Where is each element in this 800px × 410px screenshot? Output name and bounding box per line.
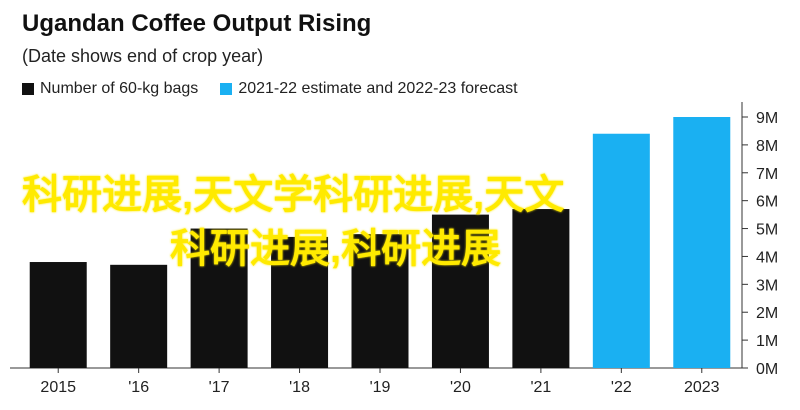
bar-1 [110, 264, 168, 368]
legend-item-forecast: 2021-22 estimate and 2022-23 forecast [220, 80, 518, 98]
x-tick-label: '18 [289, 379, 310, 396]
bar-2 [190, 228, 248, 368]
y-tick-label: 5M [756, 222, 778, 239]
y-tick-label: 1M [756, 333, 778, 350]
x-tick-label: 2015 [40, 379, 76, 396]
y-tick-label: 7M [756, 166, 778, 183]
bar-3 [271, 236, 329, 368]
legend-label-actual: Number of 60-kg bags [40, 80, 199, 97]
legend: Number of 60-kg bags 2021-22 estimate an… [22, 80, 540, 98]
y-tick-label: 0M [756, 361, 778, 378]
bar-7 [592, 133, 650, 368]
chart-subtitle: (Date shows end of crop year) [22, 46, 264, 66]
y-tick-label: 3M [756, 277, 778, 294]
x-tick-label: '20 [450, 379, 471, 396]
bar-5 [431, 214, 489, 368]
y-tick-label: 4M [756, 249, 778, 266]
chart-title: Ugandan Coffee Output Rising [22, 10, 372, 37]
x-tick-label: '19 [370, 379, 391, 396]
y-tick-label: 2M [756, 305, 778, 322]
legend-label-forecast: 2021-22 estimate and 2022-23 forecast [238, 80, 518, 97]
y-tick-label: 9M [756, 110, 778, 127]
x-tick-label: '17 [209, 379, 230, 396]
legend-item-actual: Number of 60-kg bags [22, 80, 198, 98]
x-tick-label: '21 [530, 379, 551, 396]
watermark-text-line1: 科研进展,天文学科研进展,天文 [22, 173, 565, 217]
bar-4 [351, 234, 409, 368]
x-tick-label: '16 [128, 379, 149, 396]
y-tick-label: 6M [756, 194, 778, 211]
legend-swatch-forecast [220, 83, 233, 95]
x-tick-label: '22 [611, 379, 632, 396]
bar-6 [512, 209, 570, 368]
x-tick-label: 2023 [684, 379, 720, 396]
y-tick-label: 8M [756, 138, 778, 155]
watermark-text-line2: 科研进展,科研进展 [170, 227, 502, 271]
bar-8 [673, 117, 731, 368]
bar-0 [29, 262, 87, 368]
legend-swatch-actual [22, 83, 34, 95]
